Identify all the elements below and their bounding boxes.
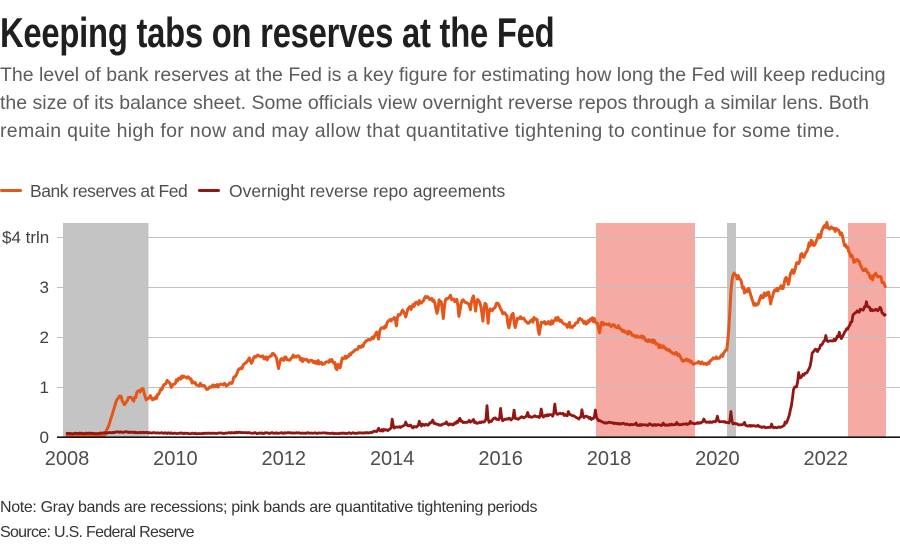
svg-text:3: 3 — [40, 278, 49, 297]
svg-text:2012: 2012 — [262, 448, 307, 470]
svg-text:2010: 2010 — [153, 448, 198, 470]
svg-text:2008: 2008 — [45, 448, 90, 470]
svg-text:2022: 2022 — [804, 448, 849, 470]
svg-text:2018: 2018 — [587, 448, 632, 470]
svg-text:2: 2 — [40, 328, 49, 347]
svg-text:1: 1 — [40, 378, 49, 397]
svg-text:$4 trln: $4 trln — [2, 228, 49, 247]
svg-text:2016: 2016 — [478, 448, 523, 470]
svg-text:2014: 2014 — [370, 448, 415, 470]
svg-text:0: 0 — [40, 428, 49, 447]
svg-text:2020: 2020 — [695, 448, 740, 470]
